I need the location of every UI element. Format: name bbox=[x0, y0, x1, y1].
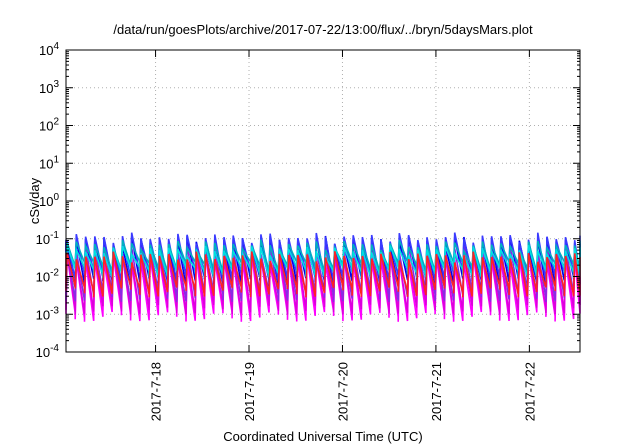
y-axis-label: cSv/day bbox=[27, 177, 42, 224]
series-line bbox=[65, 248, 581, 315]
x-tick-label: 2017-7-21 bbox=[429, 362, 444, 421]
y-tick-label: 101 bbox=[39, 154, 59, 171]
y-tick-label: 103 bbox=[39, 79, 59, 96]
x-tick-label: 2017-7-22 bbox=[522, 362, 537, 421]
x-tick-label: 2017-7-19 bbox=[242, 362, 257, 421]
x-axis: 2017-7-18 2017-7-19 2017-7-20 2017-7-21 2017… bbox=[149, 50, 537, 421]
chart-title: /data/run/goesPlots/archive/2017-07-22/1… bbox=[113, 22, 533, 37]
x-tick-label: 2017-7-20 bbox=[335, 362, 350, 421]
series-line bbox=[65, 251, 581, 298]
y-tick-label: 104 bbox=[39, 41, 59, 58]
y-tick-label: 100 bbox=[39, 192, 59, 209]
series-group bbox=[65, 232, 581, 322]
x-tick-label: 2017-7-18 bbox=[149, 362, 164, 421]
y-tick-label: 10-3 bbox=[36, 305, 60, 322]
y-tick-label: 10-2 bbox=[36, 268, 60, 285]
y-tick-label: 10-1 bbox=[36, 230, 60, 247]
y-axis: 10-4 10-3 10-2 10-1 100 101 102 103 104 bbox=[36, 41, 580, 360]
y-tick-label: 10-4 bbox=[36, 343, 60, 360]
y-tick-label: 102 bbox=[39, 117, 59, 134]
x-axis-label: Coordinated Universal Time (UTC) bbox=[223, 429, 422, 444]
